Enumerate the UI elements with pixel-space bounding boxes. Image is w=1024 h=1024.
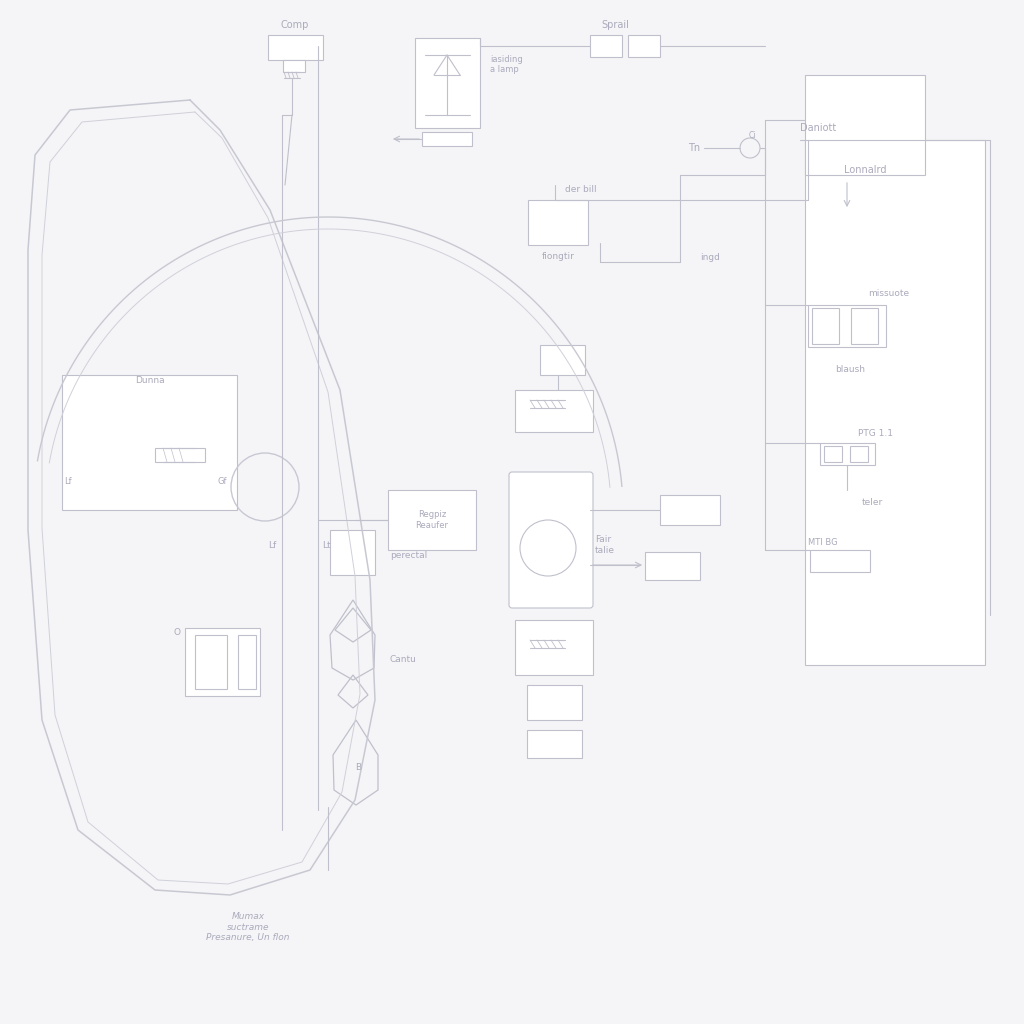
Text: Lf: Lf <box>65 477 72 486</box>
Bar <box>105 422 137 442</box>
Text: MTI BG: MTI BG <box>808 538 838 547</box>
Bar <box>660 495 720 525</box>
Text: iasiding
a lamp: iasiding a lamp <box>490 55 522 75</box>
Bar <box>95 390 205 462</box>
Text: perectal: perectal <box>390 551 427 559</box>
Text: Lonnalrd: Lonnalrd <box>844 165 886 175</box>
Text: teler: teler <box>862 498 884 507</box>
Bar <box>527 730 582 758</box>
Bar <box>515 390 593 432</box>
Bar <box>515 620 593 675</box>
Bar <box>808 305 886 347</box>
Text: Lf: Lf <box>267 541 276 550</box>
Bar <box>415 38 480 128</box>
Text: blaush: blaush <box>835 365 865 374</box>
Text: Fair
talie: Fair talie <box>595 536 615 555</box>
Bar <box>851 152 878 176</box>
Bar <box>810 148 885 180</box>
Text: der bill: der bill <box>565 185 597 195</box>
Bar <box>155 449 205 462</box>
Bar <box>238 635 256 689</box>
Bar <box>812 308 839 344</box>
Bar <box>540 345 585 375</box>
Bar <box>628 35 660 57</box>
Text: Ci: Ci <box>749 131 756 140</box>
Text: PTG 1.1: PTG 1.1 <box>858 429 893 438</box>
Text: Gf: Gf <box>217 477 226 486</box>
FancyBboxPatch shape <box>509 472 593 608</box>
Bar <box>824 446 842 462</box>
Text: Tn: Tn <box>688 143 700 153</box>
Text: Dunna: Dunna <box>135 376 165 385</box>
Text: Cantu: Cantu <box>390 655 417 665</box>
Bar <box>195 635 227 689</box>
Text: missuote: missuote <box>868 289 909 298</box>
Bar <box>330 530 375 575</box>
Text: ingd: ingd <box>700 254 720 262</box>
Text: Mumax
suctrame
Presanure, Un flon: Mumax suctrame Presanure, Un flon <box>206 912 290 942</box>
Bar <box>62 375 237 510</box>
Bar <box>528 200 588 245</box>
Text: O: O <box>173 628 180 637</box>
Bar <box>422 132 472 146</box>
Bar <box>590 35 622 57</box>
Bar <box>850 446 868 462</box>
Text: Lt: Lt <box>322 541 331 550</box>
Bar <box>820 443 874 465</box>
Text: Daniott: Daniott <box>800 123 837 133</box>
Bar <box>805 140 985 665</box>
Bar <box>805 75 925 175</box>
Bar <box>185 628 260 696</box>
Bar <box>645 552 700 580</box>
Bar <box>851 308 878 344</box>
Bar <box>283 60 305 72</box>
Text: Regpiz
Reaufer: Regpiz Reaufer <box>416 510 449 529</box>
Text: Comp: Comp <box>281 20 309 30</box>
Bar <box>810 550 870 572</box>
Text: Sprail: Sprail <box>601 20 629 30</box>
Bar <box>527 685 582 720</box>
Text: B: B <box>355 764 361 772</box>
Text: fiongtir: fiongtir <box>542 252 574 261</box>
Bar <box>814 152 841 176</box>
Bar <box>105 398 137 418</box>
Bar <box>388 490 476 550</box>
Bar <box>268 35 323 60</box>
